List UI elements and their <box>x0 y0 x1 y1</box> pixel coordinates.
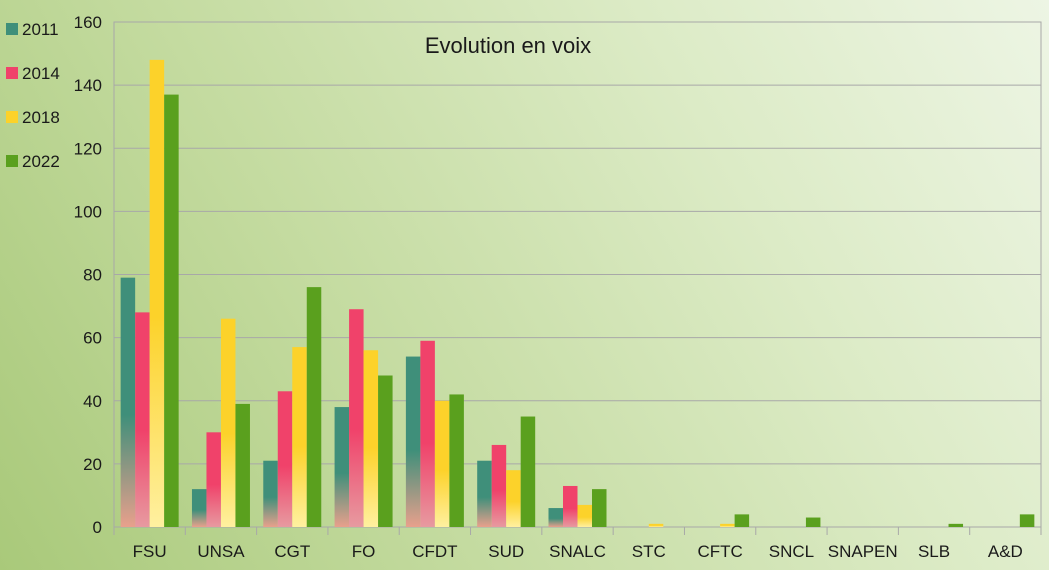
legend-label: 2022 <box>22 152 60 171</box>
bar-2014-cgt <box>277 391 293 527</box>
bar-2022-sncl <box>805 517 821 527</box>
legend: 2011 2014 2018 2022 <box>6 20 60 171</box>
legend-swatch <box>6 111 18 123</box>
bar-2011-cgt <box>263 460 278 527</box>
bar-2022-fsu <box>164 94 179 527</box>
y-tick-label: 80 <box>83 266 102 285</box>
bar-2014-unsa <box>206 432 221 527</box>
y-tick-label: 120 <box>74 139 102 158</box>
y-tick-label: 0 <box>93 518 102 537</box>
legend-swatch <box>6 155 18 167</box>
bar-2018-cgt <box>292 347 307 527</box>
bar-2018-snalc <box>577 504 592 527</box>
bar-2022-unsa <box>235 403 250 527</box>
x-tick-label: SNAPEN <box>828 542 898 561</box>
y-tick-label: 140 <box>74 76 102 95</box>
x-tick-label: CGT <box>274 542 310 561</box>
bar-2011-snalc <box>548 508 563 527</box>
x-tick-label: A&D <box>988 542 1023 561</box>
y-tick-label: 100 <box>74 202 102 221</box>
bar-2011-fsu <box>120 277 136 527</box>
x-tick-label: STC <box>632 542 666 561</box>
bar-2011-sud <box>477 460 492 527</box>
bar-2022-cftc <box>734 514 750 527</box>
legend-swatch <box>6 23 18 35</box>
legend-label: 2011 <box>22 20 59 39</box>
bar-2018-unsa <box>220 318 236 527</box>
bar-2018-fo <box>363 350 379 527</box>
bar-2011-cfdt <box>405 356 421 527</box>
bar-2011-unsa <box>191 489 207 527</box>
legend-label: 2018 <box>22 108 60 127</box>
bar-2022-cgt <box>306 287 322 527</box>
bar-2018-stc <box>648 523 664 527</box>
bar-2022-cfdt <box>449 394 464 527</box>
gridlines <box>113 21 1042 528</box>
bar-2018-sud <box>506 470 521 527</box>
bar-2022-a&d <box>1019 514 1035 527</box>
bar-2022-slb <box>948 523 964 527</box>
x-tick-label: CFTC <box>697 542 742 561</box>
x-tick-label: UNSA <box>197 542 245 561</box>
x-tick-label: FSU <box>133 542 167 561</box>
legend-swatch <box>6 67 18 79</box>
x-tick-label: SLB <box>918 542 950 561</box>
y-tick-label: 60 <box>83 329 102 348</box>
bar-2018-cfdt <box>434 400 450 527</box>
x-tick-label: FO <box>352 542 376 561</box>
axes: 0 20 40 60 80 100 120 140 160 FSU UNSA CGT FO CFDT SUD… <box>74 13 1042 561</box>
y-tick-label: 40 <box>83 392 102 411</box>
bar-2022-fo <box>378 375 393 527</box>
bar-2011-fo <box>334 407 350 527</box>
bar-2014-sud <box>491 444 507 527</box>
bar-2014-cfdt <box>420 340 435 527</box>
chart-title: Evolution en voix <box>425 33 591 58</box>
bar-2022-sud <box>520 416 536 527</box>
bar-2014-snalc <box>563 485 578 527</box>
y-tick-label: 160 <box>74 13 102 32</box>
bar-2022-snalc <box>592 489 607 527</box>
bar-2014-fsu <box>135 312 150 527</box>
legend-label: 2014 <box>22 64 60 83</box>
bar-2014-fo <box>349 309 364 527</box>
bar-2018-fsu <box>149 59 165 527</box>
x-tick-label: CFDT <box>412 542 457 561</box>
x-tick-label: SNALC <box>549 542 606 561</box>
x-tick-label: SUD <box>488 542 524 561</box>
x-tick-label: SNCL <box>769 542 814 561</box>
bars <box>120 59 1035 527</box>
y-tick-label: 20 <box>83 455 102 474</box>
bar-2018-cftc <box>720 523 735 527</box>
